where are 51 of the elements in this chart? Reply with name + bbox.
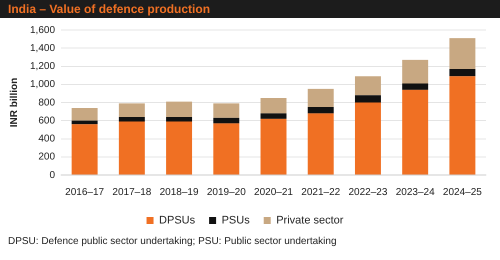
bar xyxy=(354,76,381,96)
x-tick-label: 2020–21 xyxy=(254,186,294,198)
y-tick-label: 1,400 xyxy=(30,42,56,54)
x-tick-label: 2019–20 xyxy=(206,186,246,198)
bar xyxy=(260,118,286,174)
y-tick-label: 1,200 xyxy=(30,61,56,72)
bar xyxy=(354,102,381,174)
x-tick-label: 2024–25 xyxy=(442,186,482,198)
y-tick-label: 800 xyxy=(38,97,56,108)
x-tick-label: 2023–24 xyxy=(396,186,436,198)
bar xyxy=(118,122,145,174)
y-axis-title: INR billion xyxy=(8,78,20,128)
legend-label: PSUs xyxy=(222,214,250,227)
bar xyxy=(308,88,334,108)
bar xyxy=(260,113,286,119)
y-tick-label: 600 xyxy=(38,115,56,126)
bar xyxy=(402,90,428,174)
bar xyxy=(72,120,98,124)
bar xyxy=(449,68,476,76)
y-tick-label: 1,000 xyxy=(30,79,56,90)
chart-title: India – Value of defence production xyxy=(0,0,500,18)
bar xyxy=(402,60,428,84)
bar xyxy=(118,117,145,122)
bar xyxy=(449,76,476,174)
text: DPSU: Defence public sector undertaking; PSU: Public sector undertaking xyxy=(8,236,338,247)
x-tick-label: 2021–22 xyxy=(301,186,341,198)
bar xyxy=(354,95,381,102)
y-tick-label: 1,600 xyxy=(30,24,56,36)
x-tick-label: 2018–19 xyxy=(160,186,199,198)
bar xyxy=(308,107,334,114)
x-tick-label: 2016–17 xyxy=(65,186,105,198)
bar xyxy=(213,123,240,174)
bar xyxy=(260,98,286,114)
bar xyxy=(213,118,240,124)
bar xyxy=(166,117,192,122)
bar xyxy=(213,103,240,118)
bar xyxy=(449,38,476,69)
y-tick-label: 200 xyxy=(38,152,56,163)
bar xyxy=(402,83,428,90)
bar xyxy=(166,122,192,174)
legend-label: DPSUs xyxy=(159,214,196,227)
y-tick-label: 400 xyxy=(38,134,56,144)
x-tick-label: 2022–23 xyxy=(348,186,388,198)
legend-label: Private sector xyxy=(276,214,344,227)
x-tick-label: 2017–18 xyxy=(112,186,152,198)
bar xyxy=(118,103,145,117)
bar xyxy=(72,108,98,121)
bar xyxy=(72,124,98,174)
bar xyxy=(166,102,192,117)
bar xyxy=(308,113,334,174)
y-tick-label: 0 xyxy=(49,170,56,181)
